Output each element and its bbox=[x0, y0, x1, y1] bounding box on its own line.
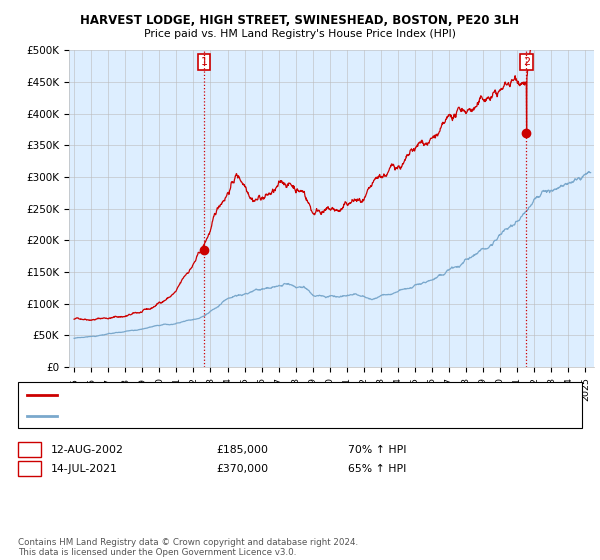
Text: 14-JUL-2021: 14-JUL-2021 bbox=[51, 464, 118, 474]
Text: Contains HM Land Registry data © Crown copyright and database right 2024.
This d: Contains HM Land Registry data © Crown c… bbox=[18, 538, 358, 557]
Text: 12-AUG-2002: 12-AUG-2002 bbox=[51, 445, 124, 455]
Text: £370,000: £370,000 bbox=[216, 464, 268, 474]
Text: 65% ↑ HPI: 65% ↑ HPI bbox=[348, 464, 406, 474]
Text: £185,000: £185,000 bbox=[216, 445, 268, 455]
Text: Price paid vs. HM Land Registry's House Price Index (HPI): Price paid vs. HM Land Registry's House … bbox=[144, 29, 456, 39]
Text: 70% ↑ HPI: 70% ↑ HPI bbox=[348, 445, 407, 455]
Text: HARVEST LODGE, HIGH STREET, SWINESHEAD, BOSTON, PE20 3LH: HARVEST LODGE, HIGH STREET, SWINESHEAD, … bbox=[80, 14, 520, 27]
Text: 1: 1 bbox=[26, 445, 33, 455]
Text: HPI: Average price, detached house, Boston: HPI: Average price, detached house, Bost… bbox=[61, 411, 270, 420]
Text: 1: 1 bbox=[200, 57, 208, 67]
Text: 2: 2 bbox=[26, 464, 33, 474]
Text: 2: 2 bbox=[523, 57, 530, 67]
Text: HARVEST LODGE, HIGH STREET, SWINESHEAD, BOSTON, PE20 3LH (detached house): HARVEST LODGE, HIGH STREET, SWINESHEAD, … bbox=[61, 391, 463, 400]
